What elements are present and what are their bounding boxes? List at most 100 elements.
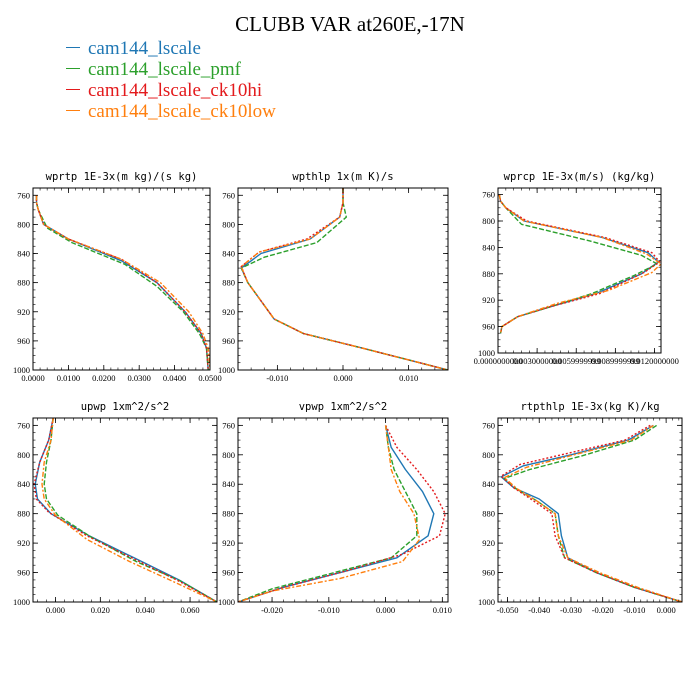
y-tick-label: 840 [17, 479, 30, 489]
x-tick-label: 0.0089999999 [591, 356, 640, 366]
series-line [240, 188, 448, 370]
series-line [238, 425, 435, 602]
y-tick-label: 800 [482, 216, 495, 226]
legend-swatch [66, 89, 80, 91]
y-tick-label: 800 [17, 219, 30, 229]
series-group [240, 188, 448, 370]
chart-panel: vpwp 1xm^2/s^2 760 800 840 880 920 960 1000 -0.0… [218, 401, 452, 615]
y-tick-label: 880 [222, 509, 235, 519]
chart-panel: wprcp 1E-3x(m/s) (kg/kg) 760 800 840 880 920 9… [474, 171, 679, 366]
y-tick-label: 800 [482, 450, 495, 460]
x-tick-label: 0.0120000000 [630, 356, 679, 366]
y-tick-label: 760 [222, 190, 235, 200]
plot-frame [497, 187, 662, 354]
series-line [498, 194, 658, 334]
plot-frame [237, 417, 449, 603]
chart-title: wprcp 1E-3x(m/s) (kg/kg) [504, 171, 656, 183]
legend-label: cam144_lscale_ck10hi [88, 80, 263, 101]
x-tick-label: -0.050 [497, 605, 519, 615]
y-tick-label: 960 [17, 336, 30, 346]
y-tick-label: 960 [482, 568, 495, 578]
y-tick-label: 1000 [478, 348, 495, 358]
legend-label: cam144_lscale_ck10low [88, 101, 276, 122]
x-tick-label: -0.030 [560, 605, 582, 615]
series-line [34, 418, 217, 602]
chart-title: vpwp 1xm^2/s^2 [299, 401, 388, 413]
y-tick-label: 760 [482, 190, 495, 200]
chart-panel: rtpthlp 1E-3x(kg K)/kg 760 800 840 880 920 960… [478, 401, 683, 615]
y-tick-label: 840 [482, 479, 495, 489]
series-line [35, 195, 209, 370]
x-tick-label: 0.020 [91, 605, 110, 615]
figure-title: CLUBB VAR at260E,-17N [235, 12, 465, 36]
y-tick-label: 800 [222, 450, 235, 460]
x-tick-label: 0.010 [399, 373, 418, 383]
series-line [240, 188, 448, 370]
x-tick-label: -0.010 [318, 605, 340, 615]
x-tick-label: -0.020 [261, 605, 283, 615]
chart-title: wprtp 1E-3x(m kg)/(s kg) [46, 171, 198, 183]
y-tick-label: 880 [482, 269, 495, 279]
series-line [35, 195, 210, 370]
y-tick-label: 920 [17, 538, 30, 548]
x-tick-label: 0.0400 [163, 373, 186, 383]
y-tick-label: 800 [222, 219, 235, 229]
legend-swatch [66, 110, 80, 112]
y-tick-label: 1000 [478, 597, 495, 607]
legend-item: cam144_lscale_pmf [66, 59, 276, 80]
x-tick-label: 0.0059999999 [552, 356, 601, 366]
plot-frame [32, 187, 211, 371]
series-line [35, 195, 209, 370]
series-line [500, 424, 682, 602]
y-tick-label: 960 [222, 568, 235, 578]
legend-swatch [66, 47, 80, 49]
y-tick-label: 760 [482, 420, 495, 430]
y-tick-label: 760 [222, 420, 235, 430]
plot-frame [32, 417, 218, 603]
series-line [35, 195, 209, 370]
x-tick-label: 0.040 [136, 605, 155, 615]
chart-title: wpthlp 1x(m K)/s [292, 171, 393, 183]
y-tick-label: 1000 [218, 597, 235, 607]
y-tick-label: 840 [222, 249, 235, 259]
x-tick-label: -0.020 [592, 605, 614, 615]
legend-item: cam144_lscale_ck10hi [66, 80, 276, 101]
y-tick-label: 920 [222, 538, 235, 548]
series-line [238, 425, 446, 602]
x-tick-label: 0.0200 [92, 373, 115, 383]
y-tick-label: 840 [222, 479, 235, 489]
chart-title: upwp 1xm^2/s^2 [81, 401, 170, 413]
x-tick-label: -0.010 [266, 373, 288, 383]
series-line [240, 188, 448, 370]
series-line [43, 418, 217, 602]
y-tick-label: 920 [482, 538, 495, 548]
x-tick-label: 0.0000000000 [474, 356, 523, 366]
series-line [33, 418, 217, 602]
series-group [35, 195, 210, 370]
x-tick-label: 0.000 [46, 605, 65, 615]
series-line [498, 194, 661, 334]
series-line [500, 424, 682, 602]
series-line [503, 424, 682, 602]
y-tick-label: 800 [17, 450, 30, 460]
series-group [500, 424, 682, 602]
series-line [498, 194, 660, 334]
x-tick-label: 0.0500 [198, 373, 221, 383]
legend-swatch [66, 68, 80, 70]
series-line [240, 188, 448, 370]
chart-panel: wprtp 1E-3x(m kg)/(s kg) 760 800 840 880 920 9… [13, 171, 222, 383]
x-tick-label: 0.000 [657, 605, 676, 615]
y-tick-label: 960 [17, 568, 30, 578]
x-tick-label: 0.000 [333, 373, 352, 383]
series-group [238, 425, 446, 602]
y-tick-label: 920 [482, 295, 495, 305]
y-tick-label: 880 [17, 509, 30, 519]
legend-label: cam144_lscale [88, 38, 201, 59]
series-group [498, 194, 661, 334]
series-group [33, 418, 217, 602]
y-tick-label: 920 [17, 307, 30, 317]
y-tick-label: 880 [222, 278, 235, 288]
chart-title: rtpthlp 1E-3x(kg K)/kg [520, 401, 659, 413]
y-tick-label: 880 [482, 509, 495, 519]
